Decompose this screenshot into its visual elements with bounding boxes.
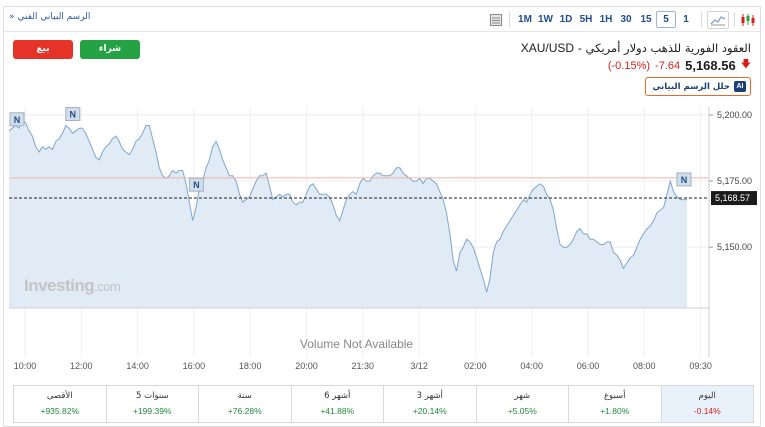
news-marker[interactable]: [9, 112, 25, 127]
news-marker[interactable]: [188, 177, 204, 192]
watermark-text: Investing: [24, 276, 95, 295]
instrument-symbol: XAU/USD: [520, 41, 575, 55]
interval-30[interactable]: 30: [620, 14, 632, 25]
x-tick-label: 12:00: [70, 361, 93, 371]
performance-period: أسبوع: [603, 391, 626, 401]
news-marker-label: N: [14, 115, 21, 125]
performance-period: 5 سنوات: [135, 391, 169, 401]
investing-watermark: Investing.com: [24, 276, 121, 296]
price-row: (-0.15%) -7.64 5,168.56 🡇: [608, 57, 751, 74]
volume-not-available: Volume Not Available: [299, 337, 414, 351]
interval-1M[interactable]: 1M: [518, 14, 532, 25]
news-marker-label: N: [681, 175, 688, 185]
area-chart-icon[interactable]: [707, 10, 729, 29]
news-marker-label: N: [70, 110, 77, 120]
performance-cell[interactable]: 3 أشهر +20.14%: [384, 386, 477, 422]
performance-value: +5.05%: [507, 406, 537, 416]
sell-button[interactable]: بيع: [13, 40, 73, 59]
performance-value: +1.80%: [600, 406, 630, 416]
performance-period: 6 أشهر: [324, 391, 351, 401]
watermark-suffix: .com: [94, 279, 121, 294]
current-price-tag: [711, 191, 757, 206]
performance-cell[interactable]: 5 سنوات +199.39%: [107, 386, 199, 422]
performance-period: الأقصى: [46, 391, 73, 401]
performance-period: شهر: [514, 391, 531, 401]
performance-cell[interactable]: 6 أشهر +41.88%: [292, 386, 384, 422]
y-tick-label: 5,150.00: [717, 242, 752, 252]
performance-value: +935.82%: [40, 406, 80, 416]
chart-widget: » الرسم البياني الفني 1M 1W 1D 5H 1H 30 1…: [3, 6, 761, 427]
interval-1[interactable]: 1: [683, 14, 689, 25]
x-tick-label: 3/12: [410, 361, 428, 371]
performance-cell[interactable]: شهر +5.05%: [477, 386, 569, 422]
x-tick-label: 09:30: [689, 361, 712, 371]
performance-value: -0.14%: [693, 406, 721, 416]
x-tick-label: 02:00: [464, 361, 487, 371]
last-price: 5,168.56: [685, 58, 736, 73]
interval-bar: 1M 1W 1D 5H 1H 30 15 5 1: [488, 10, 756, 29]
candlestick-icon[interactable]: [740, 12, 756, 28]
double-chevron-icon: »: [9, 12, 15, 22]
analyze-chart-button[interactable]: حلل الرسم البياني AI: [645, 77, 751, 96]
x-tick-label: 08:00: [633, 361, 656, 371]
performance-cell[interactable]: أسبوع +1.80%: [569, 386, 662, 422]
toolbar-divider: [734, 12, 735, 27]
x-tick-label: 18:00: [239, 361, 262, 371]
instrument-name: العقود الفورية للذهب دولار أمريكي: [585, 41, 751, 55]
ai-badge: AI: [734, 81, 746, 92]
x-tick-label: 16:00: [183, 361, 206, 371]
performance-row: الأقصى +935.82% 5 سنوات +199.39% سنة +76.28% 6…: [13, 385, 754, 423]
performance-period: اليوم: [698, 391, 716, 401]
y-tick-label: 5,200.00: [717, 110, 752, 120]
interval-15[interactable]: 15: [640, 14, 652, 25]
y-tick-label: 5,175.00: [717, 176, 752, 186]
title-separator: -: [574, 41, 586, 55]
performance-value: +41.88%: [320, 406, 355, 416]
x-tick-label: 04:00: [520, 361, 543, 371]
price-chart[interactable]: 10:00 12:00 14:00 16:00 18:00 20:00 21:30 3/12 0…: [4, 103, 760, 383]
x-tick-label: 20:00: [295, 361, 318, 371]
x-tick-label: 10:00: [14, 361, 37, 371]
performance-value: +20.14%: [412, 406, 447, 416]
price-area: [9, 120, 687, 308]
performance-value: +76.28%: [227, 406, 262, 416]
performance-period: سنة: [237, 391, 252, 401]
performance-cell[interactable]: اليوم -0.14%: [661, 386, 753, 422]
performance-cell[interactable]: سنة +76.28%: [199, 386, 292, 422]
current-price-label: 5,168.57: [715, 193, 750, 203]
technical-chart-link-label: الرسم البياني الفني: [17, 12, 91, 22]
news-marker-label: N: [193, 180, 200, 190]
interval-5[interactable]: 5: [656, 11, 676, 28]
interval-5H[interactable]: 5H: [579, 14, 593, 25]
x-tick-label: 06:00: [577, 361, 600, 371]
x-tick-label: 14:00: [126, 361, 149, 371]
analyze-chart-label: حلل الرسم البياني: [652, 81, 730, 92]
technical-chart-link[interactable]: » الرسم البياني الفني: [9, 12, 90, 22]
performance-period: 3 أشهر: [416, 391, 443, 401]
performance-value: +199.39%: [132, 406, 172, 416]
interval-1W[interactable]: 1W: [538, 14, 553, 25]
down-arrow-icon: 🡇: [740, 59, 751, 70]
table-icon[interactable]: [488, 12, 504, 28]
price-change-percent: (-0.15%): [607, 59, 651, 72]
x-tick-label: 21:30: [352, 361, 375, 371]
interval-1D[interactable]: 1D: [559, 14, 573, 25]
instrument-title: العقود الفورية للذهب دولار أمريكي - XAU/…: [521, 41, 751, 55]
chart-toolbar: » الرسم البياني الفني 1M 1W 1D 5H 1H 30 1…: [4, 7, 760, 32]
interval-1H[interactable]: 1H: [599, 14, 613, 25]
toolbar-divider: [701, 12, 702, 27]
buy-button[interactable]: شراء: [80, 40, 140, 59]
news-marker[interactable]: [676, 172, 692, 187]
toolbar-divider: [509, 12, 510, 27]
news-marker[interactable]: [65, 107, 81, 122]
performance-cell[interactable]: الأقصى +935.82%: [14, 386, 107, 422]
price-line: [8, 119, 687, 293]
price-change: -7.64: [655, 59, 681, 72]
